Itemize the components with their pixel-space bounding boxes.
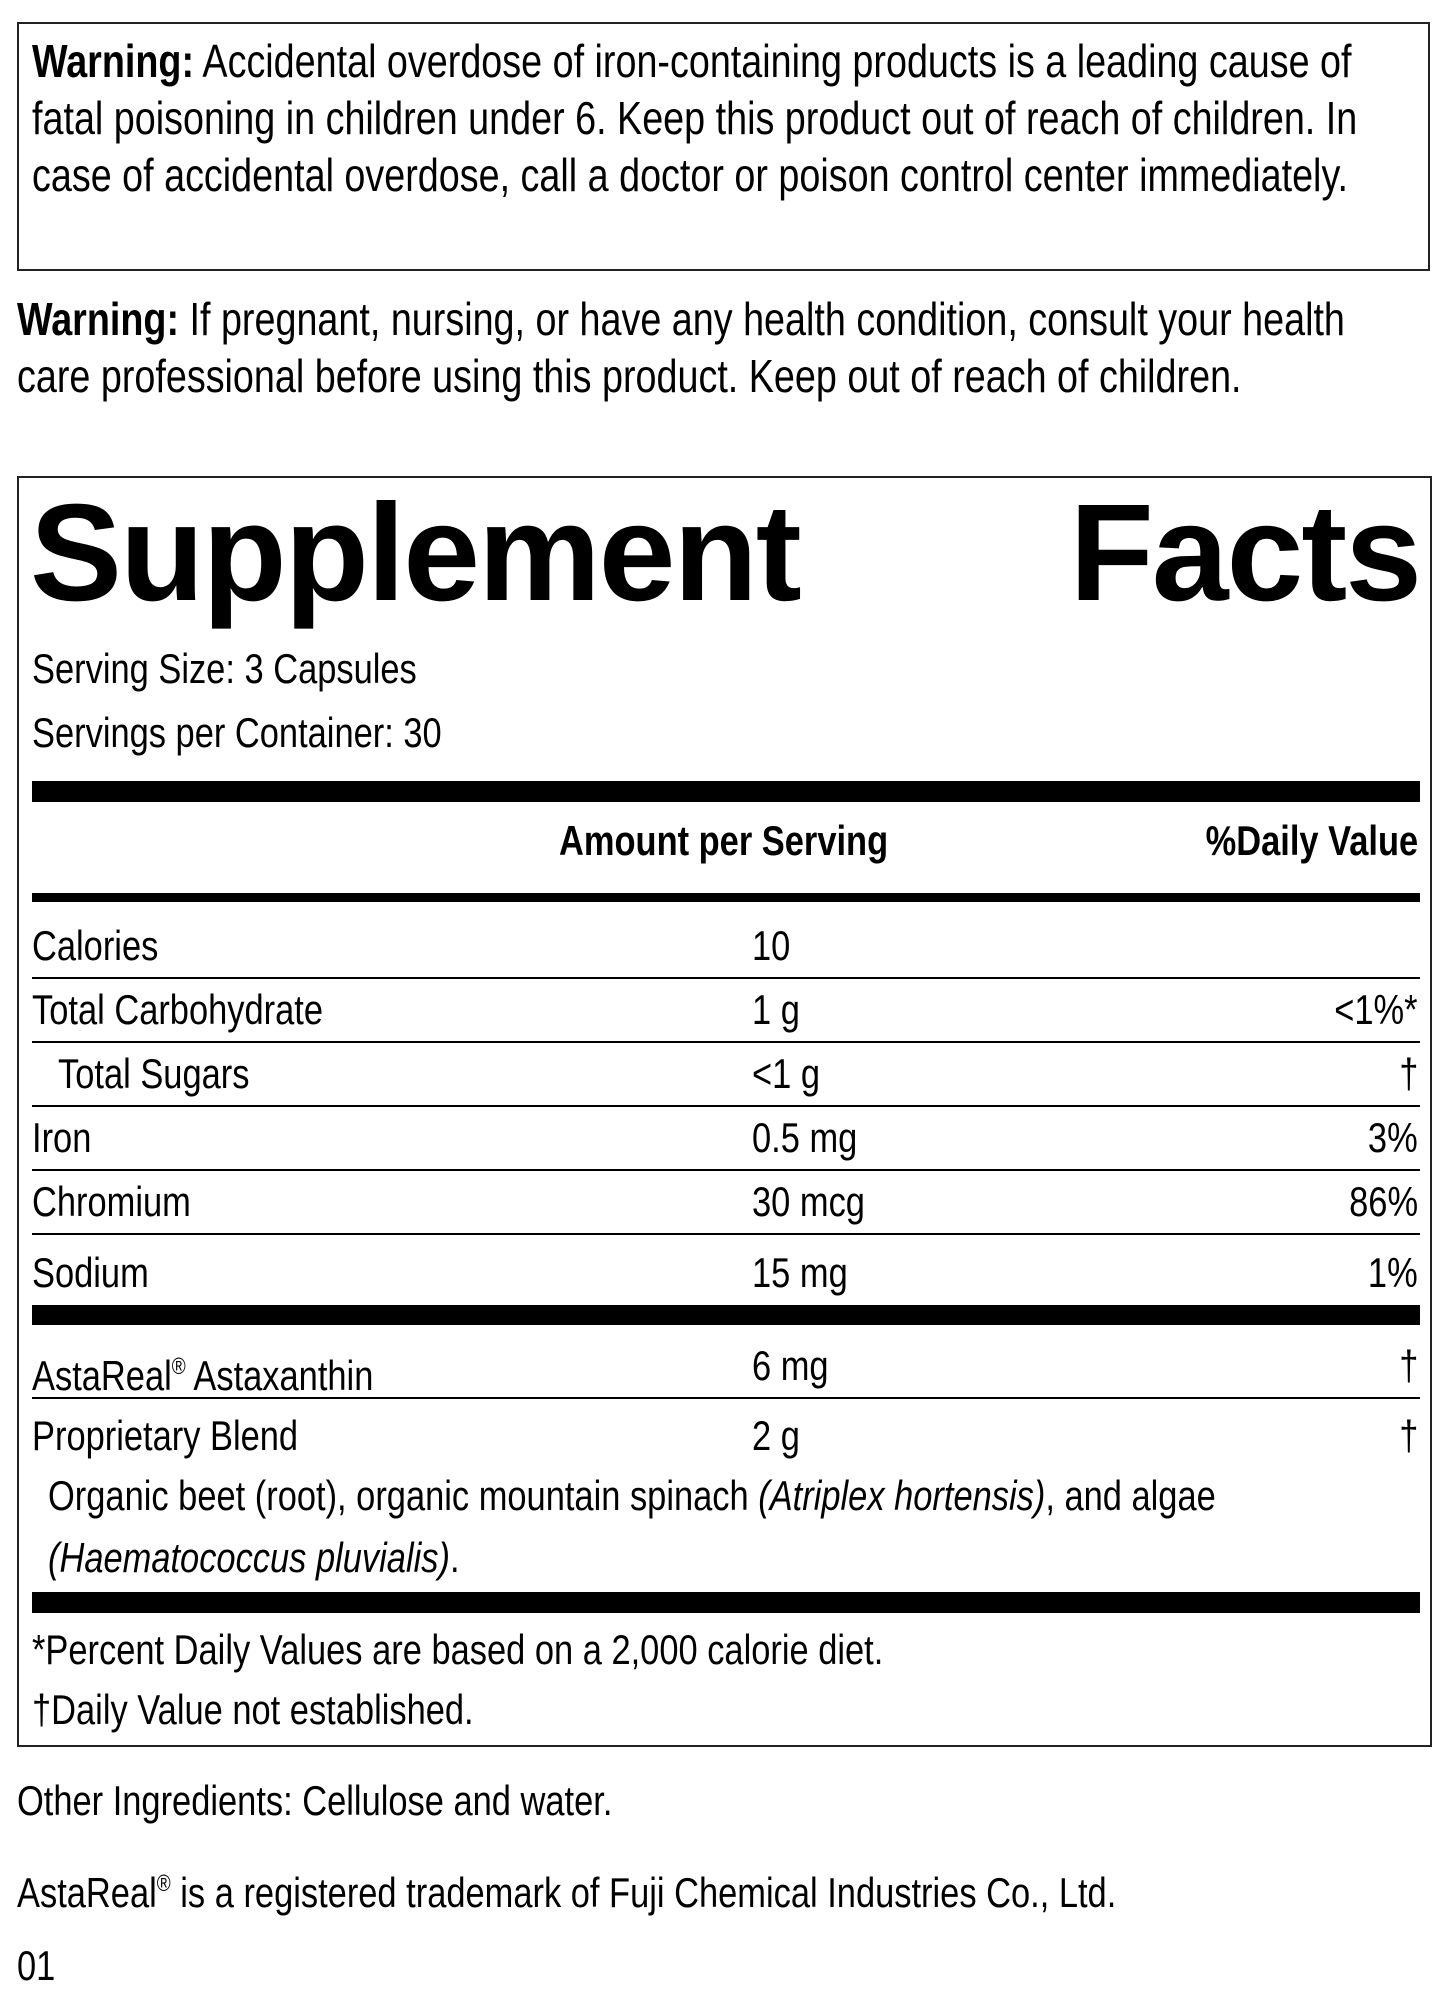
warning-label: Warning: xyxy=(32,35,195,87)
medium-divider xyxy=(32,893,1420,902)
footnote-daily-values: *Percent Daily Values are based on a 2,0… xyxy=(32,1626,884,1673)
label-code: 01 xyxy=(17,1942,56,1989)
row-divider xyxy=(32,1169,1420,1171)
nutrient-name: Chromium xyxy=(32,1178,191,1225)
serving-size: Serving Size: 3 Capsules xyxy=(32,645,417,692)
ingredient-dv: † xyxy=(1398,1412,1418,1459)
nutrient-name: Sodium xyxy=(32,1249,149,1296)
nutrient-name: Total Carbohydrate xyxy=(32,986,323,1033)
nutrient-amount: 0.5 mg xyxy=(752,1114,858,1161)
nutrient-dv: 1% xyxy=(1368,1249,1418,1296)
nutrient-dv: 3% xyxy=(1368,1114,1418,1161)
nutrient-dv: † xyxy=(1398,1050,1418,1097)
blend-description: Organic beet (root), organic mountain sp… xyxy=(48,1472,1216,1519)
blend-description-cont: (Haematococcus pluvialis). xyxy=(48,1534,460,1581)
row-divider xyxy=(32,1233,1420,1235)
nutrient-name: Calories xyxy=(32,922,159,969)
nutrient-dv: 86% xyxy=(1349,1178,1418,1225)
nutrient-amount: 15 mg xyxy=(752,1249,848,1296)
row-divider xyxy=(32,1105,1420,1107)
other-ingredients: Other Ingredients: Cellulose and water. xyxy=(17,1777,613,1824)
column-header-daily-value: %Daily Value xyxy=(1205,817,1418,864)
column-header-amount: Amount per Serving xyxy=(559,817,889,864)
row-divider xyxy=(32,1397,1420,1399)
thick-divider xyxy=(32,1305,1420,1325)
thick-divider xyxy=(32,1592,1420,1613)
nutrient-name: Total Sugars xyxy=(58,1050,250,1097)
ingredient-dv: † xyxy=(1398,1342,1418,1389)
ingredient-name: Proprietary Blend xyxy=(32,1412,299,1459)
nutrient-amount: 10 xyxy=(752,922,791,969)
row-divider xyxy=(32,977,1420,979)
nutrient-amount: 1 g xyxy=(752,986,800,1033)
facts-title: Supplement Facts xyxy=(30,476,1422,630)
nutrient-dv: <1%* xyxy=(1334,986,1418,1033)
ingredient-name: AstaReal® Astaxanthin xyxy=(32,1352,374,1400)
warning-iron-text: Warning: Accidental overdose of iron-con… xyxy=(32,35,1358,201)
trademark-notice: AstaReal® is a registered trademark of F… xyxy=(17,1869,1117,1917)
nutrient-amount: 30 mcg xyxy=(752,1178,865,1225)
supplement-facts-panel xyxy=(17,476,1432,1747)
warning-box-iron xyxy=(17,22,1430,271)
thick-divider xyxy=(32,781,1420,802)
servings-per-container: Servings per Container: 30 xyxy=(32,709,442,756)
warning-label: Warning: xyxy=(17,293,180,345)
row-divider xyxy=(32,1041,1420,1043)
footnote-dagger: †Daily Value not established. xyxy=(32,1686,474,1733)
nutrient-amount: <1 g xyxy=(752,1050,820,1097)
ingredient-amount: 6 mg xyxy=(752,1342,829,1389)
ingredient-amount: 2 g xyxy=(752,1412,800,1459)
nutrient-name: Iron xyxy=(32,1114,92,1161)
warning-pregnancy-text: Warning: If pregnant, nursing, or have a… xyxy=(17,293,1345,402)
